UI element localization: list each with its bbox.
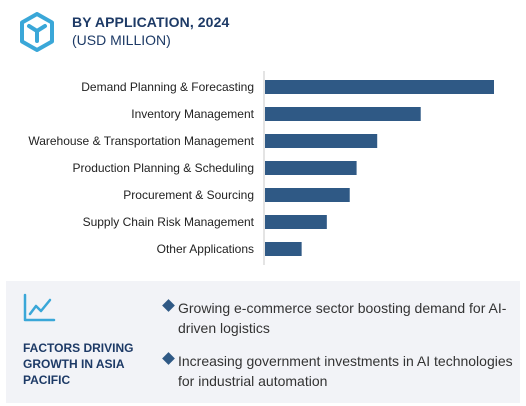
bar: [265, 215, 327, 229]
bar: [265, 107, 421, 121]
factor-bullet: Growing e-commerce sector boosting deman…: [162, 298, 514, 338]
category-label: Warehouse & Transportation Management: [28, 134, 254, 148]
category-label: Procurement & Sourcing: [123, 188, 254, 202]
factors-panel: FACTORS DRIVING GROWTH IN ASIA PACIFIC G…: [6, 281, 520, 403]
factor-text: Growing e-commerce sector boosting deman…: [178, 300, 507, 336]
bar-chart: Demand Planning & Forecasting Inventory M…: [28, 71, 494, 265]
chart-subtitle: (USD MILLION): [72, 32, 171, 48]
trend-line-icon: [23, 293, 56, 322]
category-label: Production Planning & Scheduling: [73, 161, 254, 175]
category-label: Demand Planning & Forecasting: [81, 80, 254, 94]
bar: [265, 80, 494, 94]
category-label: Inventory Management: [131, 107, 254, 121]
bar: [265, 242, 302, 256]
header: BY APPLICATION, 2024 (USD MILLION): [0, 0, 526, 60]
factor-text: Increasing government investments in AI …: [178, 353, 513, 389]
category-label: Other Applications: [157, 242, 254, 256]
factors-title: FACTORS DRIVING GROWTH IN ASIA PACIFIC: [23, 341, 134, 387]
chart-title: BY APPLICATION, 2024: [72, 14, 230, 30]
cube-y-icon: [20, 12, 54, 52]
bar: [265, 134, 378, 148]
category-label: Supply Chain Risk Management: [83, 215, 255, 229]
bar: [265, 188, 350, 202]
factor-bullet: Increasing government investments in AI …: [162, 351, 514, 391]
bar: [265, 161, 357, 175]
